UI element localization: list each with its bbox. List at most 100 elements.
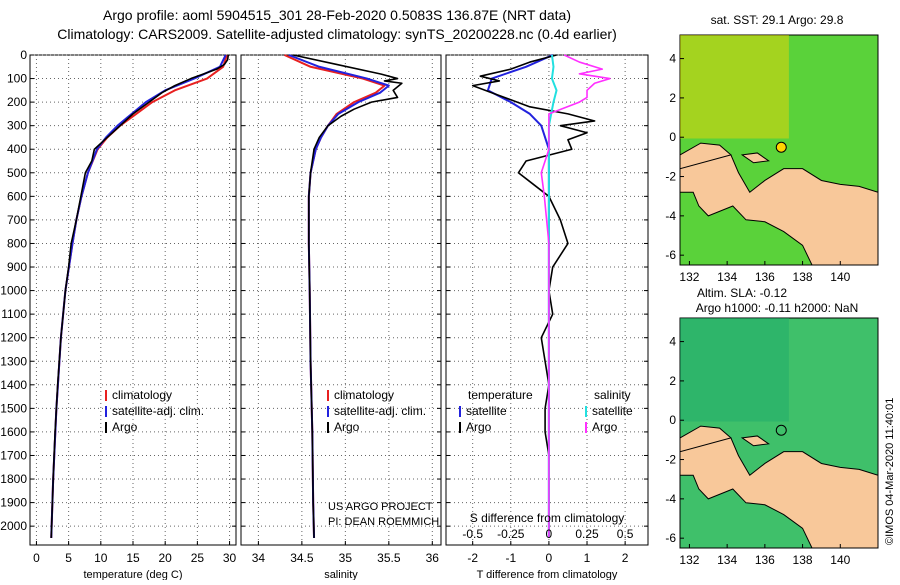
x2-tick-label: 0.25 bbox=[575, 527, 599, 541]
map-lat-label: -6 bbox=[665, 248, 676, 262]
y-tick-label: 300 bbox=[7, 119, 27, 133]
sla-map-title-2: Argo h1000: -0.11 h2000: NaN bbox=[696, 301, 859, 315]
x-tick-label: 1 bbox=[584, 551, 591, 565]
x-tick-label: -2 bbox=[467, 551, 478, 565]
map-lat-label: 4 bbox=[669, 335, 676, 349]
y-tick-label: 1200 bbox=[0, 331, 27, 345]
x-tick-label: -1 bbox=[505, 551, 516, 565]
map-lat-label: 2 bbox=[669, 374, 676, 388]
legend-argo: Argo bbox=[334, 420, 360, 434]
plot-frame bbox=[240, 54, 442, 546]
legend-satellite: satellite-adj. clim. bbox=[334, 404, 426, 418]
x-tick-label: 0 bbox=[33, 551, 40, 565]
y-tick-label: 1600 bbox=[0, 425, 27, 439]
y-tick-label: 100 bbox=[7, 72, 27, 86]
y-tick-label: 900 bbox=[7, 260, 27, 274]
x2-tick-label: -0.25 bbox=[497, 527, 525, 541]
map-lat-label: 2 bbox=[669, 91, 676, 105]
x-tick-label: 34 bbox=[252, 551, 266, 565]
legend-climatology: climatology bbox=[334, 388, 394, 402]
legend-salinity-header: salinity bbox=[594, 388, 631, 402]
y-tick-label: 1100 bbox=[1, 307, 27, 321]
y-tick-label: 1500 bbox=[0, 401, 27, 415]
y-tick-label: 500 bbox=[7, 166, 27, 180]
map-lat-label: -2 bbox=[665, 453, 676, 467]
map-shade bbox=[680, 35, 789, 139]
x-tick-label: 10 bbox=[94, 551, 108, 565]
temp-legend: climatology satellite-adj. clim. Argo bbox=[105, 388, 204, 434]
map-lon-label: 134 bbox=[717, 270, 737, 284]
y-tick-label: 2000 bbox=[0, 519, 27, 533]
map-lat-label: -2 bbox=[665, 170, 676, 184]
x2-axis-label: S difference from climatology bbox=[470, 511, 625, 525]
legend-climatology: climatology bbox=[112, 388, 172, 402]
legend-argo: Argo bbox=[112, 420, 138, 434]
legend-satellite: satellite-adj. clim. bbox=[112, 404, 204, 418]
map-lat-label: 0 bbox=[669, 130, 676, 144]
land-birds-head bbox=[679, 425, 732, 453]
land-island bbox=[740, 152, 770, 164]
legend-temp-satellite: satellite bbox=[466, 404, 507, 418]
x-tick-label: 25 bbox=[191, 551, 205, 565]
map-lon-label: 140 bbox=[830, 553, 850, 567]
series-line bbox=[293, 54, 403, 538]
map-lon-label: 138 bbox=[793, 553, 813, 567]
land-island bbox=[740, 435, 770, 447]
x-tick-label: 2 bbox=[622, 551, 629, 565]
title-line-2: Climatology: CARS2009. Satellite-adjuste… bbox=[57, 26, 617, 42]
x-axis-label: salinity bbox=[324, 569, 358, 580]
y-tick-label: 1400 bbox=[0, 378, 27, 392]
series-line bbox=[471, 54, 596, 538]
series-line bbox=[540, 54, 611, 538]
y-tick-label: 1000 bbox=[0, 284, 27, 298]
x-tick-label: 5 bbox=[65, 551, 72, 565]
sal-legend: climatology satellite-adj. clim. Argo bbox=[327, 388, 426, 434]
map-lat-label: 4 bbox=[669, 52, 676, 66]
y-tick-label: 1300 bbox=[0, 354, 27, 368]
x-tick-label: 36 bbox=[426, 551, 440, 565]
argo-float-marker bbox=[775, 141, 787, 153]
map-lon-label: 136 bbox=[755, 553, 775, 567]
x2-tick-label: -0.5 bbox=[462, 527, 483, 541]
legend-sal-satellite: satellite bbox=[592, 404, 633, 418]
sla-map-title-1: Altim. SLA: -0.12 bbox=[697, 286, 787, 300]
x-tick-label: 34.5 bbox=[290, 551, 314, 565]
credit-pi: PI: DEAN ROEMMICH bbox=[328, 516, 439, 528]
x2-tick-label: 0.5 bbox=[617, 527, 634, 541]
series-line bbox=[50, 54, 230, 538]
map-lon-label: 132 bbox=[679, 270, 699, 284]
credit-project: US ARGO PROJECT bbox=[328, 501, 433, 513]
map-lat-label: -4 bbox=[665, 209, 676, 223]
y-tick-label: 1800 bbox=[0, 472, 27, 486]
y-tick-label: 700 bbox=[7, 213, 27, 227]
y-tick-label: 400 bbox=[7, 142, 27, 156]
x2-tick-label: 0 bbox=[546, 527, 553, 541]
sst-map-title: sat. SST: 29.1 Argo: 29.8 bbox=[711, 13, 844, 27]
land-new-guinea bbox=[679, 431, 879, 549]
x-tick-label: 30 bbox=[223, 551, 237, 565]
x-tick-label: 15 bbox=[126, 551, 140, 565]
x-tick-label: 20 bbox=[159, 551, 173, 565]
map-lon-label: 136 bbox=[755, 270, 775, 284]
map-lon-label: 140 bbox=[830, 270, 850, 284]
y-tick-label: 800 bbox=[7, 236, 27, 250]
plot-frame bbox=[445, 54, 649, 546]
sla-map: 132 134 136 138 140 4 2 0 -2 -4 -6 bbox=[665, 317, 879, 567]
title-line-1: Argo profile: aoml 5904515_301 28-Feb-20… bbox=[103, 7, 571, 23]
legend-sal-argo: Argo bbox=[592, 420, 618, 434]
imos-credit: ©IMOS 04-Mar-2020 11:40:01 bbox=[884, 398, 896, 545]
legend-temperature-header: temperature bbox=[468, 388, 533, 402]
legend-temp-argo: Argo bbox=[466, 420, 492, 434]
profile-panels: 0 5 10 15 20 25 300100200300400500600700800900… bbox=[0, 48, 649, 581]
y-tick-label: 1700 bbox=[0, 448, 27, 462]
sst-map: 132 134 136 138 140 4 2 0 -2 -4 -6 bbox=[665, 34, 879, 284]
panel-2: 34 34.5 35 35.5 36 salinity bbox=[240, 54, 442, 581]
map-lat-label: -4 bbox=[665, 492, 676, 506]
y-tick-label: 600 bbox=[7, 189, 27, 203]
map-lon-label: 138 bbox=[793, 270, 813, 284]
diff-legend: temperature salinity satellite Argo sate… bbox=[459, 388, 633, 434]
y-tick-label: 1900 bbox=[0, 496, 27, 510]
x-tick-label: 35 bbox=[339, 551, 353, 565]
map-lon-label: 134 bbox=[717, 553, 737, 567]
